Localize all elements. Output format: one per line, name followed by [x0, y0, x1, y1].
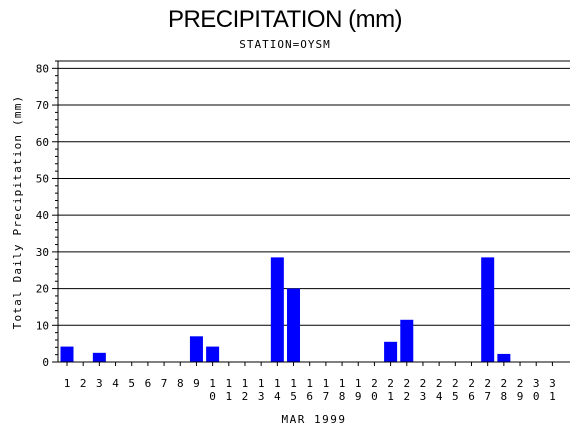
x-tick-label: 2 — [436, 377, 443, 390]
x-tick-label: 8 — [339, 390, 346, 403]
bar — [60, 346, 74, 362]
x-tick-label: 5 — [128, 377, 135, 390]
x-tick-label: 1 — [64, 377, 71, 390]
x-axis-label: MAR 1999 — [282, 413, 347, 426]
bar — [287, 288, 301, 362]
x-tick-label: 1 — [549, 390, 556, 403]
x-tick-label: 7 — [484, 390, 491, 403]
bar — [270, 257, 284, 362]
x-tick-label: 8 — [501, 390, 508, 403]
x-tick-label: 1 — [355, 377, 362, 390]
chart-title: PRECIPITATION (mm) — [167, 6, 403, 33]
x-tick-label: 0 — [371, 390, 378, 403]
x-tick-label: 2 — [387, 377, 394, 390]
x-tick-label: 2 — [501, 377, 508, 390]
x-tick-label: 4 — [274, 390, 281, 403]
y-tick-label: 10 — [36, 319, 49, 332]
x-tick-label: 8 — [177, 377, 184, 390]
y-tick-label: 30 — [36, 246, 49, 259]
x-tick-label: 3 — [96, 377, 103, 390]
x-tick-label: 1 — [306, 377, 313, 390]
x-tick-label: 1 — [209, 377, 216, 390]
bar — [384, 341, 398, 362]
x-tick-label: 3 — [420, 390, 427, 403]
bar — [497, 353, 511, 362]
x-tick-label: 1 — [225, 390, 232, 403]
x-tick-label: 9 — [355, 390, 362, 403]
x-tick-label: 2 — [420, 377, 427, 390]
x-tick-label: 1 — [225, 377, 232, 390]
bars — [60, 257, 511, 362]
y-tick-label: 70 — [36, 99, 49, 112]
x-tick-label: 0 — [209, 390, 216, 403]
x-tick-label: 1 — [323, 377, 330, 390]
x-tick-label: 2 — [403, 390, 410, 403]
x-tick-label: 2 — [80, 377, 87, 390]
x-tick-label: 6 — [145, 377, 152, 390]
x-tick-label: 3 — [533, 377, 540, 390]
bar — [189, 336, 203, 362]
x-tick-label: 2 — [371, 377, 378, 390]
x-tick-label: 2 — [242, 390, 249, 403]
x-tick-label: 1 — [290, 377, 297, 390]
x-tick-label: 1 — [387, 390, 394, 403]
x-tick-label: 1 — [242, 377, 249, 390]
bar — [92, 352, 106, 362]
axes — [52, 60, 570, 366]
x-tick-label: 5 — [290, 390, 297, 403]
y-tick-label: 20 — [36, 283, 49, 296]
x-tick-label: 1 — [339, 377, 346, 390]
x-tick-label: 9 — [517, 390, 524, 403]
x-tick-label: 7 — [161, 377, 168, 390]
x-tick-label: 6 — [468, 390, 475, 403]
x-tick-label: 5 — [452, 390, 459, 403]
y-tick-label: 40 — [36, 209, 49, 222]
x-tick-label: 7 — [323, 390, 330, 403]
bar — [400, 319, 414, 362]
y-tick-label: 0 — [42, 356, 49, 369]
x-tick-label: 3 — [258, 390, 265, 403]
y-tick-label: 50 — [36, 172, 49, 185]
x-tick-label: 1 — [274, 377, 281, 390]
x-tick-label: 0 — [533, 390, 540, 403]
x-tick-label: 6 — [306, 390, 313, 403]
y-tick-label: 80 — [36, 62, 49, 75]
x-tick-label: 9 — [193, 377, 200, 390]
y-tick-label: 60 — [36, 136, 49, 149]
x-tick-label: 2 — [468, 377, 475, 390]
bar — [206, 346, 220, 362]
bar — [481, 257, 495, 362]
x-tick-label: 2 — [403, 377, 410, 390]
x-tick-label: 2 — [452, 377, 459, 390]
x-tick-label: 2 — [484, 377, 491, 390]
x-tick-label: 4 — [112, 377, 119, 390]
x-tick-label: 3 — [549, 377, 556, 390]
x-tick-label: 4 — [436, 390, 443, 403]
x-tick-label: 2 — [517, 377, 524, 390]
x-tick-label: 1 — [258, 377, 265, 390]
chart-subtitle: STATION=OYSM — [239, 38, 331, 51]
y-axis-label: Total Daily Precipitation (mm) — [11, 95, 24, 330]
